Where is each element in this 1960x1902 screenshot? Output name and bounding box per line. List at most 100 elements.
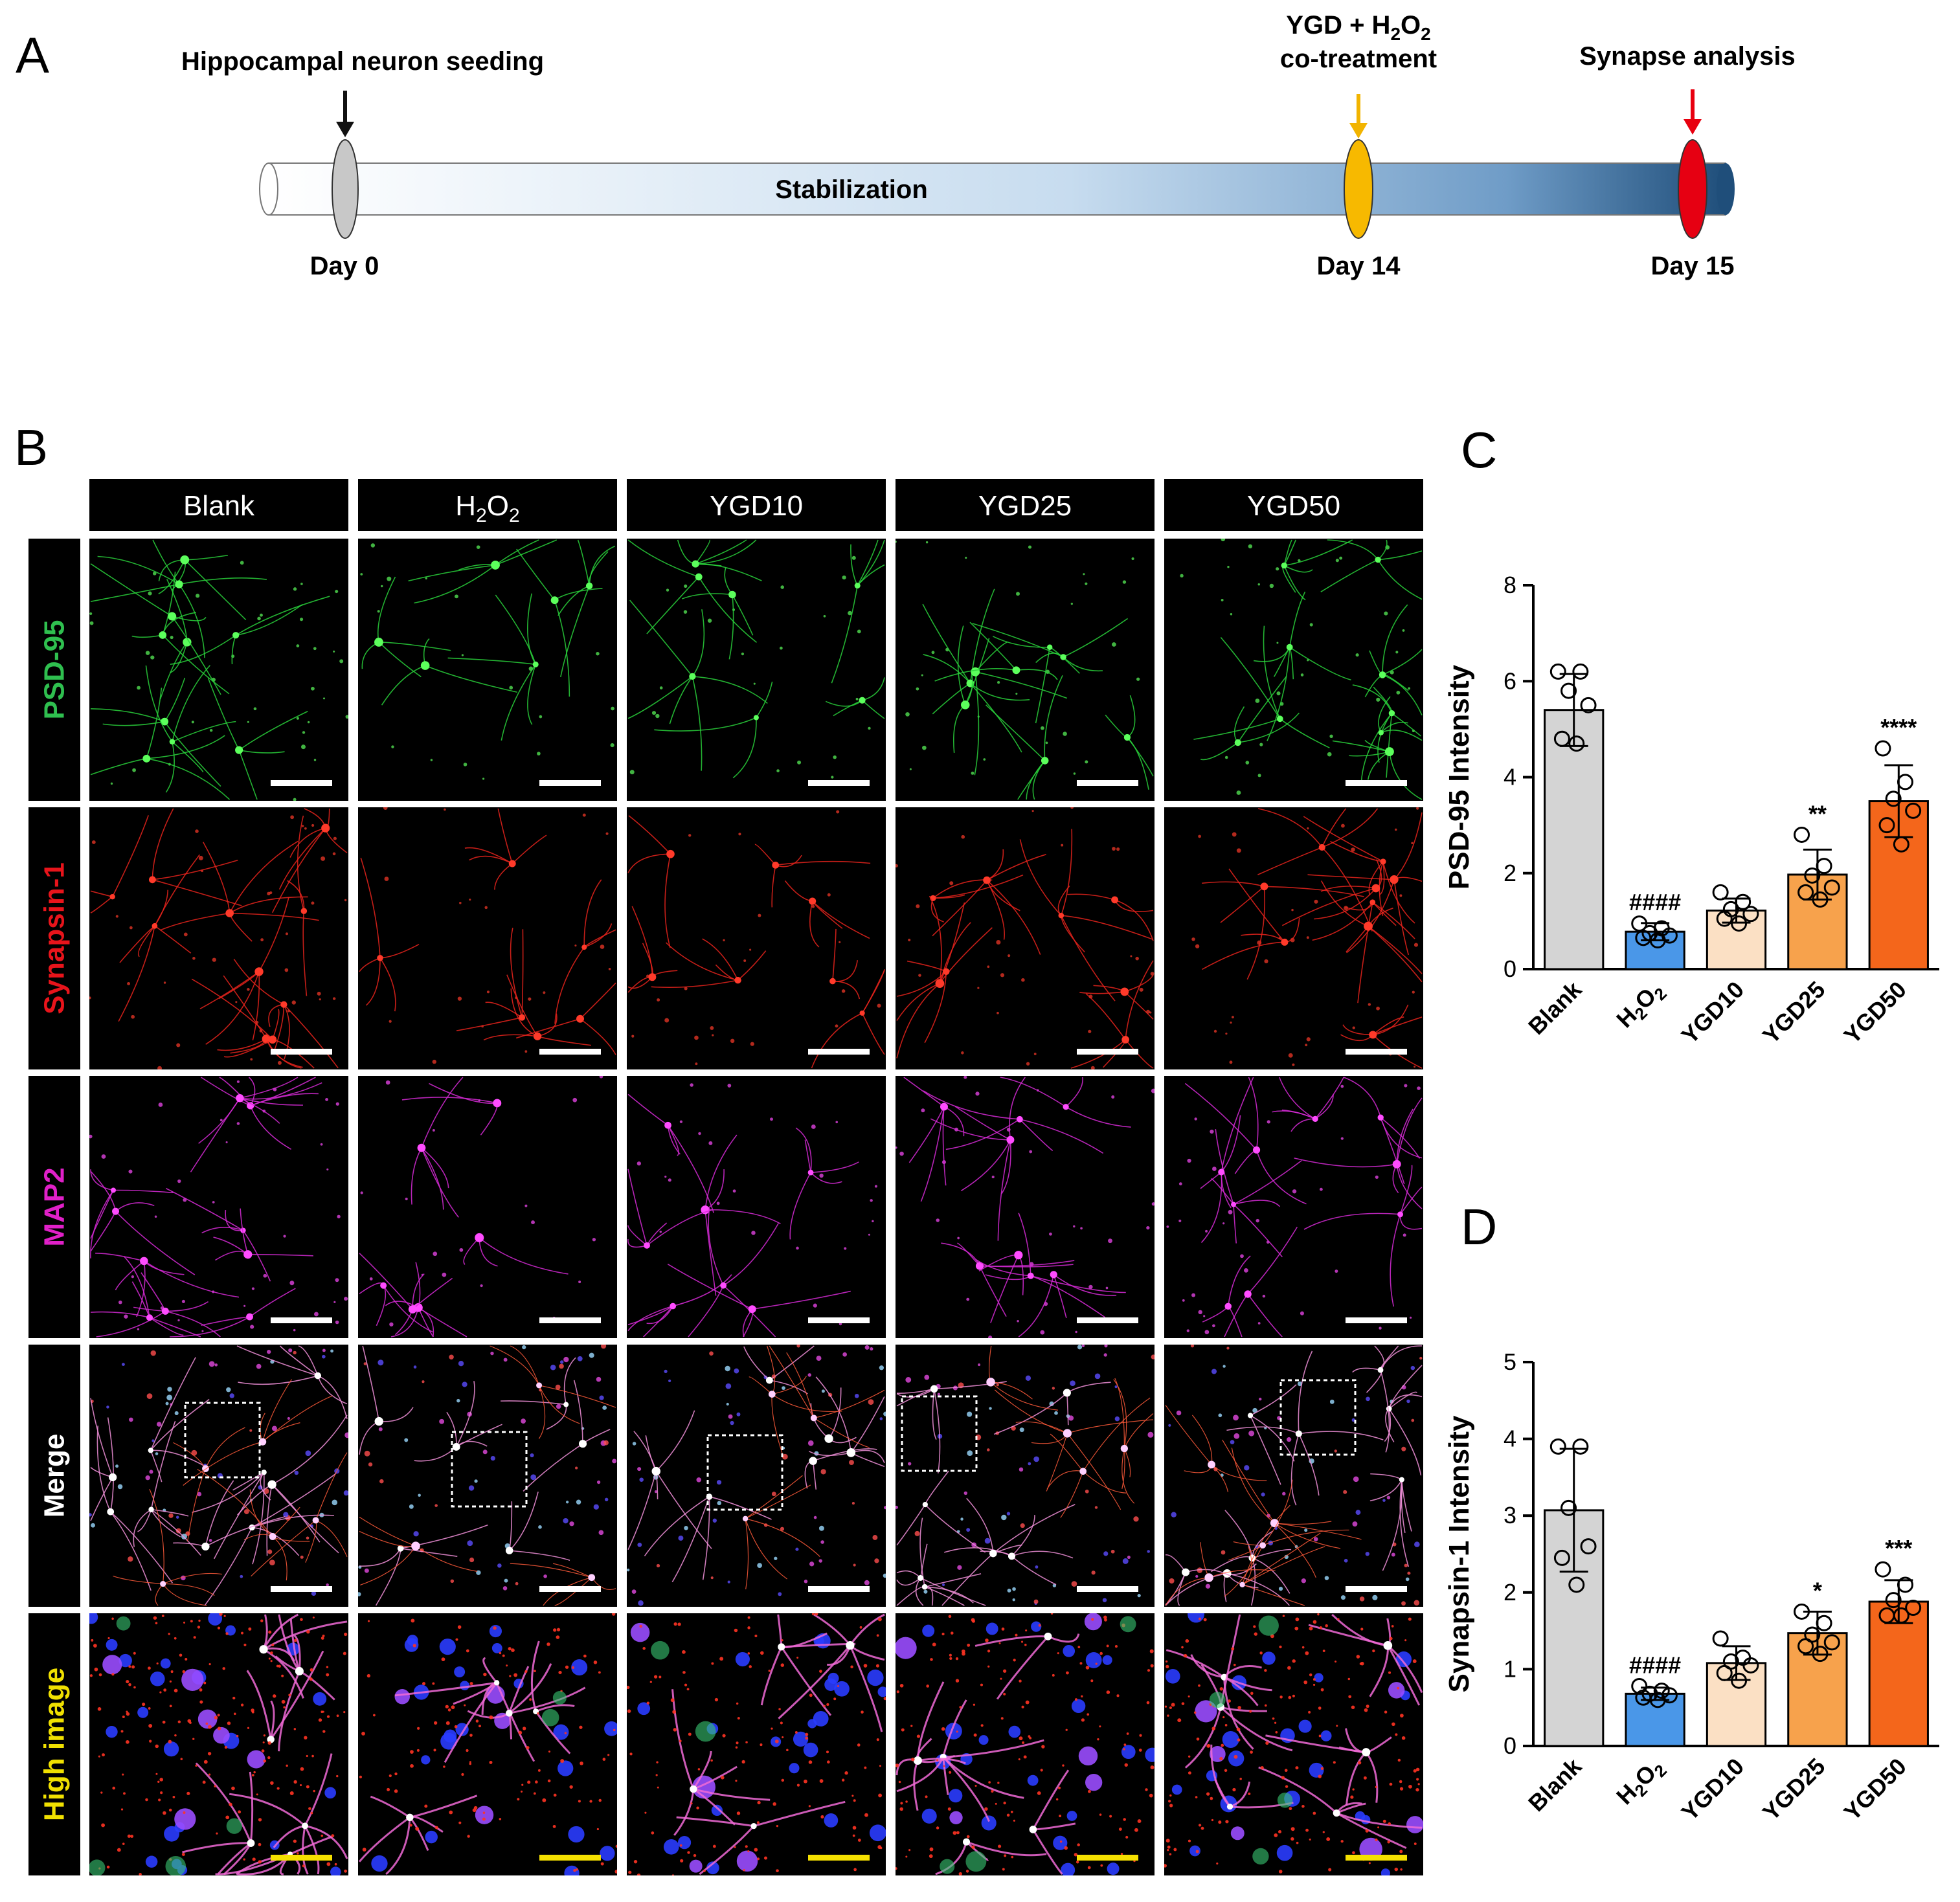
x-category-label: Blank — [1523, 1752, 1587, 1817]
data-point — [1812, 1646, 1829, 1662]
day0-marker — [332, 139, 359, 239]
data-point — [1742, 1657, 1759, 1673]
data-point — [1875, 740, 1891, 757]
scale-bar — [539, 780, 601, 786]
micrograph-green-blank — [89, 539, 348, 801]
scale-bar — [1077, 780, 1138, 786]
data-point — [1631, 1677, 1648, 1694]
significance-marker: **** — [1880, 714, 1917, 741]
y-tick-label: 3 — [1504, 1502, 1516, 1528]
row-header-green: PSD-95 — [28, 539, 80, 801]
x-category-label: YGD10 — [1676, 1753, 1749, 1826]
data-point — [1797, 1638, 1814, 1655]
data-point — [1716, 910, 1733, 927]
micrograph-magenta-h2o2 — [358, 1076, 617, 1338]
y-tick-label: 4 — [1504, 1426, 1516, 1452]
micrograph-red-ygd10 — [627, 807, 886, 1069]
data-point — [1897, 774, 1913, 790]
data-point — [1885, 790, 1902, 807]
data-point — [1812, 891, 1829, 908]
data-point — [1878, 817, 1895, 834]
y-tick-label: 5 — [1504, 1348, 1516, 1375]
micrograph-zoom-ygd10 — [627, 1613, 886, 1875]
scale-bar — [1077, 1317, 1138, 1323]
micrograph-zoom-ygd25 — [896, 1613, 1155, 1875]
timeline-bar — [259, 162, 1735, 216]
micrograph-merge-blank — [89, 1345, 348, 1607]
day14-label: Day 14 — [1317, 252, 1401, 280]
row-header-red: Synapsin-1 — [28, 807, 80, 1069]
data-point — [1560, 1499, 1577, 1516]
scale-bar — [808, 1586, 870, 1592]
panel-label-a: A — [16, 27, 49, 84]
data-point — [1712, 1630, 1729, 1647]
significance-marker: #### — [1629, 889, 1681, 915]
cotreat-sub-1: 2 — [1390, 24, 1401, 44]
data-point — [1649, 932, 1666, 949]
significance-marker: *** — [1885, 1535, 1912, 1561]
data-point — [1580, 697, 1597, 713]
column-header-text: YGD50 — [1247, 490, 1340, 522]
x-category-label: YGD10 — [1676, 976, 1749, 1049]
column-header-text: YGD10 — [710, 490, 803, 522]
data-point — [1897, 1576, 1913, 1593]
row-header-text: MAP2 — [39, 1167, 71, 1246]
x-category-label: H2O2 — [1611, 976, 1671, 1036]
significance-marker: ** — [1808, 800, 1827, 827]
y-tick-label: 0 — [1504, 956, 1516, 982]
day15-marker — [1678, 139, 1707, 239]
column-header-text: YGD25 — [978, 490, 1072, 522]
data-point — [1823, 1634, 1840, 1651]
zoom-region-box — [706, 1434, 783, 1511]
seeding-label: Hippocampal neuron seeding — [181, 47, 544, 76]
data-point — [1905, 802, 1922, 819]
micrograph-red-h2o2 — [358, 807, 617, 1069]
column-header-text: H2O2 — [455, 490, 519, 526]
scale-bar — [539, 1855, 601, 1861]
data-point — [1572, 1438, 1589, 1455]
data-point — [1742, 906, 1759, 923]
row-header-text: Synapsin-1 — [39, 862, 71, 1014]
scale-bar — [808, 1855, 870, 1861]
y-tick-label: 6 — [1504, 667, 1516, 694]
scale-bar — [539, 1586, 601, 1592]
data-point — [1572, 663, 1589, 680]
data-point — [1568, 735, 1585, 752]
x-category-label: YGD25 — [1757, 976, 1830, 1049]
micrograph-green-h2o2 — [358, 539, 617, 801]
x-category-label: YGD25 — [1757, 1753, 1830, 1826]
micrograph-red-ygd25 — [896, 807, 1155, 1069]
scale-bar — [539, 1049, 601, 1055]
micrograph-zoom-h2o2 — [358, 1613, 617, 1875]
y-tick-label: 0 — [1504, 1732, 1516, 1759]
cotreat-text-o: O — [1401, 11, 1421, 39]
micrograph-magenta-ygd25 — [896, 1076, 1155, 1338]
scale-bar — [808, 780, 870, 786]
y-axis-title: PSD-95 Intensity — [1443, 664, 1475, 889]
scale-bar — [1346, 1049, 1407, 1055]
data-point — [1731, 1672, 1748, 1689]
data-point — [1893, 836, 1909, 853]
data-point — [1885, 1592, 1902, 1609]
row-headers: PSD-95 Synapsin-1 MAP2 Merge High image — [28, 539, 80, 1875]
analysis-arrow-icon — [1684, 89, 1702, 135]
data-point — [1553, 730, 1570, 747]
data-point — [1875, 1561, 1891, 1578]
column-header-h2o2: H2O2 — [358, 479, 617, 531]
panel-label-b: B — [14, 419, 48, 476]
data-point — [1823, 879, 1840, 896]
data-point — [1553, 1549, 1570, 1566]
scale-bar — [539, 1317, 601, 1323]
x-category-label: YGD50 — [1838, 1753, 1911, 1826]
micrograph-magenta-blank — [89, 1076, 348, 1338]
scale-bar — [271, 780, 332, 786]
analysis-label: Synapse analysis — [1579, 42, 1796, 71]
micrograph-merge-h2o2 — [358, 1345, 617, 1607]
y-tick-label: 1 — [1504, 1655, 1516, 1682]
micrograph-zoom-ygd50 — [1164, 1613, 1423, 1875]
x-category-label: H2O2 — [1611, 1753, 1671, 1813]
scale-bar — [808, 1317, 870, 1323]
panel-label-c: C — [1461, 421, 1497, 478]
